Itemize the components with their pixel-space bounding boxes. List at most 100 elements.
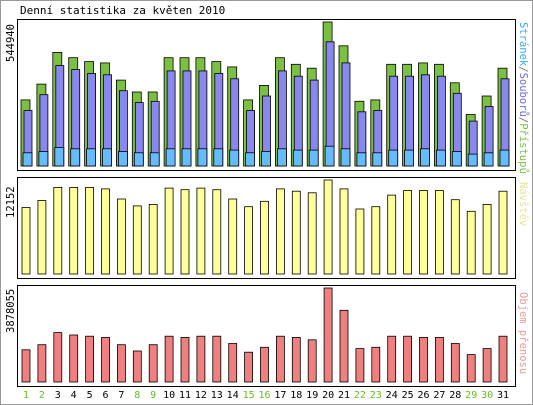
bar-visits-day-14 bbox=[228, 198, 238, 275]
bar-volume-day-11 bbox=[180, 336, 190, 383]
x-tick-label-day-22: 22 bbox=[354, 390, 366, 401]
x-tick-label-day-28: 28 bbox=[449, 390, 461, 401]
x-tick-label-day-12: 12 bbox=[195, 390, 207, 401]
bar-visits-day-4 bbox=[69, 186, 79, 275]
bar-stránek-day-21 bbox=[340, 148, 351, 167]
bar-volume-day-21 bbox=[339, 309, 349, 383]
x-tick-label-day-5: 5 bbox=[87, 390, 93, 401]
bar-volume-day-16 bbox=[260, 346, 269, 383]
bar-stránek-day-23 bbox=[372, 152, 383, 167]
x-axis-labels: 1 2 3 4 5 6 7 8 9 10 11 12 13 14 15 16 17 18 19 20 21 22 23 24 2… bbox=[23, 390, 509, 401]
bar-visits-day-26 bbox=[419, 190, 428, 275]
x-tick-label-day-24: 24 bbox=[386, 390, 398, 401]
x-tick-label-day-26: 26 bbox=[417, 390, 429, 401]
bar-visits-day-21 bbox=[339, 188, 349, 275]
series-label-part-1: / bbox=[517, 66, 529, 72]
bar-visits-day-10 bbox=[164, 187, 174, 275]
bar-visits-day-6 bbox=[101, 188, 110, 275]
bar-stránek-day-10 bbox=[165, 148, 176, 167]
panel-max-label-visits: 12152 bbox=[5, 186, 17, 218]
bar-volume-day-25 bbox=[403, 335, 413, 383]
bar-volume-day-4 bbox=[69, 334, 79, 383]
bar-volume-day-27 bbox=[434, 336, 444, 383]
x-tick-label-day-30: 30 bbox=[481, 390, 493, 401]
x-tick-label-day-7: 7 bbox=[118, 390, 124, 401]
bar-volume-day-8 bbox=[132, 350, 142, 383]
x-tick-label-day-11: 11 bbox=[179, 390, 191, 401]
x-tick-label-day-29: 29 bbox=[465, 390, 477, 401]
bar-volume-day-29 bbox=[466, 354, 476, 383]
bar-stránek-day-18 bbox=[292, 149, 303, 167]
x-tick-label-day-20: 20 bbox=[322, 390, 334, 401]
bar-stránek-day-28 bbox=[451, 151, 462, 167]
series-label-part-4: Přístupů bbox=[517, 123, 529, 174]
bar-visits-day-12 bbox=[196, 187, 206, 275]
bar-stránek-day-7 bbox=[118, 151, 128, 167]
bar-stránek-day-1 bbox=[22, 152, 33, 167]
bar-visits-day-31 bbox=[498, 190, 508, 275]
bar-visits-day-27 bbox=[434, 190, 444, 275]
bar-visits-day-2 bbox=[37, 200, 47, 275]
panel-frame-visits bbox=[17, 177, 516, 279]
bar-stránek-day-24 bbox=[388, 149, 399, 167]
bar-visits-day-25 bbox=[403, 190, 413, 275]
panel-series-label-visits: Návštěv bbox=[517, 182, 529, 226]
x-tick-label-day-23: 23 bbox=[370, 390, 382, 401]
bar-stránek-day-16 bbox=[261, 151, 271, 167]
x-tick-label-day-17: 17 bbox=[274, 390, 286, 401]
bar-volume-day-28 bbox=[450, 343, 460, 383]
bar-visits-day-3 bbox=[53, 186, 63, 275]
bar-visits-day-1 bbox=[21, 207, 31, 275]
bar-stránek-day-14 bbox=[229, 149, 240, 167]
bar-volume-day-19 bbox=[307, 339, 317, 383]
series-label-part-2: Souborů bbox=[517, 73, 529, 117]
bar-visits-day-5 bbox=[85, 186, 94, 275]
bar-stránek-day-15 bbox=[245, 152, 256, 167]
x-tick-label-day-15: 15 bbox=[243, 390, 255, 401]
bar-stránek-day-17 bbox=[276, 148, 287, 167]
series-label-part-3: / bbox=[517, 117, 529, 123]
bar-stránek-day-31 bbox=[499, 149, 510, 167]
bar-volume-day-10 bbox=[164, 335, 174, 383]
bar-visits-day-7 bbox=[117, 198, 126, 275]
bar-volume-day-18 bbox=[291, 336, 301, 383]
bar-volume-day-1 bbox=[21, 349, 31, 383]
bar-volume-day-17 bbox=[275, 335, 285, 383]
bar-volume-day-15 bbox=[244, 351, 254, 383]
bar-visits-day-30 bbox=[482, 203, 492, 275]
bar-visits-day-23 bbox=[371, 206, 381, 275]
bar-visits-day-9 bbox=[148, 203, 158, 275]
bar-visits-day-18 bbox=[291, 190, 301, 275]
bar-stránek-day-5 bbox=[86, 148, 96, 167]
bar-volume-day-3 bbox=[53, 332, 63, 383]
bar-visits-day-16 bbox=[260, 200, 269, 275]
bar-stránek-day-11 bbox=[181, 148, 192, 167]
chart-title: Denní statistika za květen 2010 bbox=[20, 4, 225, 17]
bar-volume-day-9 bbox=[148, 344, 158, 383]
bar-volume-day-5 bbox=[85, 335, 94, 383]
bar-volume-day-20 bbox=[323, 287, 333, 383]
bar-visits-day-28 bbox=[450, 199, 460, 275]
bar-visits-day-20 bbox=[323, 179, 333, 275]
x-tick-label-day-10: 10 bbox=[163, 390, 175, 401]
panel-series-label-hits: Stránek/Souborů/Přístupů bbox=[517, 22, 529, 174]
series-label-part-0: Stránek bbox=[517, 22, 529, 67]
bar-stránek-day-30 bbox=[483, 152, 494, 167]
bar-volume-day-22 bbox=[355, 348, 365, 383]
bar-stránek-day-27 bbox=[435, 149, 446, 167]
bar-stránek-day-6 bbox=[102, 148, 112, 167]
panel-series-label-volume: Objem přenosu bbox=[517, 292, 529, 374]
x-tick-label-day-21: 21 bbox=[338, 390, 350, 401]
bar-visits-day-22 bbox=[355, 208, 365, 275]
bar-stránek-day-25 bbox=[404, 149, 415, 167]
x-tick-label-day-6: 6 bbox=[102, 390, 108, 401]
bar-volume-day-30 bbox=[482, 348, 492, 383]
bar-volume-day-6 bbox=[101, 336, 110, 383]
bar-stránek-day-2 bbox=[38, 151, 49, 167]
x-tick-label-day-2: 2 bbox=[39, 390, 45, 401]
bar-stránek-day-4 bbox=[70, 148, 81, 167]
bars-layer bbox=[20, 21, 510, 383]
bar-volume-day-31 bbox=[498, 335, 508, 383]
bar-visits-day-11 bbox=[180, 189, 190, 275]
